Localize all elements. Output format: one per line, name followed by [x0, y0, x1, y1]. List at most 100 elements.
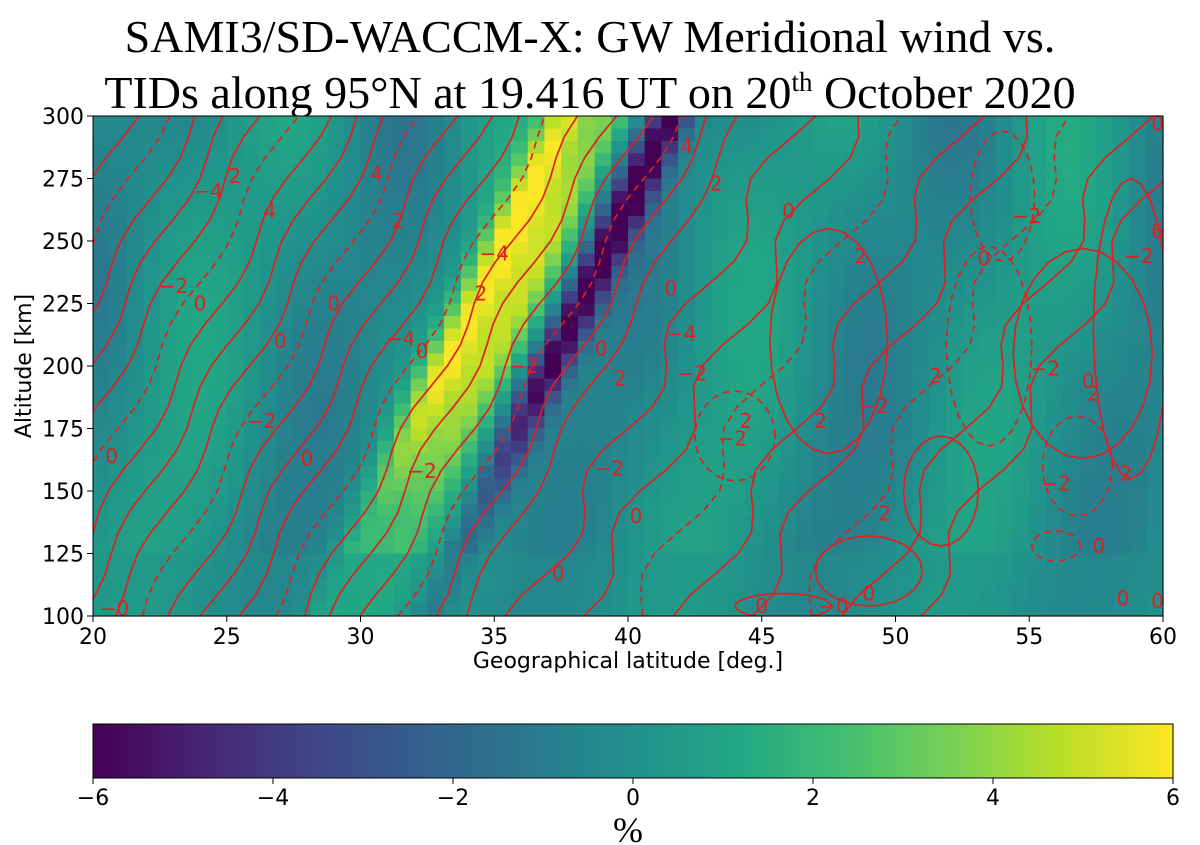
- heatmap-cell: [343, 166, 362, 180]
- heatmap-cell: [678, 403, 696, 417]
- heatmap-cell: [494, 291, 512, 305]
- heatmap-cell: [728, 266, 746, 280]
- heatmap-cell: [711, 603, 729, 617]
- heatmap-cell: [527, 566, 546, 580]
- heatmap-cell: [193, 528, 211, 542]
- heatmap-cell: [862, 491, 880, 505]
- heatmap-cell: [427, 491, 445, 505]
- heatmap-cell: [845, 416, 863, 430]
- heatmap-cell: [979, 316, 997, 330]
- heatmap-cell: [1012, 341, 1030, 355]
- heatmap-cell: [878, 303, 897, 317]
- heatmap-cell: [143, 166, 161, 180]
- heatmap-cell: [862, 478, 880, 492]
- heatmap-cell: [327, 141, 345, 155]
- heatmap-cell: [594, 203, 612, 217]
- heatmap-cell: [1012, 428, 1030, 442]
- heatmap-cell: [176, 191, 194, 205]
- heatmap-cell: [527, 291, 546, 305]
- heatmap-cell: [1045, 341, 1064, 355]
- heatmap-cell: [912, 141, 930, 155]
- heatmap-cell: [577, 603, 596, 617]
- heatmap-cell: [912, 128, 930, 142]
- heatmap-cell: [494, 566, 512, 580]
- contour-label: −2: [247, 409, 276, 433]
- heatmap-cell: [343, 116, 362, 130]
- heatmap-cell: [1112, 378, 1131, 392]
- heatmap-cell: [460, 178, 479, 192]
- heatmap-cell: [745, 153, 763, 167]
- heatmap-cell: [795, 441, 813, 455]
- heatmap-cell: [577, 503, 596, 517]
- heatmap-cell: [895, 153, 913, 167]
- heatmap-cell: [527, 553, 546, 567]
- heatmap-cell: [678, 203, 696, 217]
- heatmap-cell: [226, 366, 245, 380]
- heatmap-cell: [1112, 503, 1131, 517]
- heatmap-cell: [477, 591, 495, 605]
- heatmap-cell: [109, 116, 128, 130]
- heatmap-cell: [795, 453, 813, 467]
- heatmap-cell: [845, 491, 863, 505]
- y-tick-label: 275: [42, 168, 84, 193]
- heatmap-cell: [611, 441, 629, 455]
- heatmap-cell: [778, 228, 796, 242]
- heatmap-cell: [1129, 228, 1147, 242]
- heatmap-cell: [979, 603, 997, 617]
- heatmap-cell: [243, 441, 261, 455]
- heatmap-cell: [1146, 353, 1164, 367]
- heatmap-cell: [527, 466, 546, 480]
- contour-label: 0: [977, 247, 990, 271]
- heatmap-cell: [494, 353, 512, 367]
- heatmap-cell: [795, 241, 813, 255]
- heatmap-cell: [795, 578, 813, 592]
- heatmap-cell: [711, 428, 729, 442]
- heatmap-cell: [778, 491, 796, 505]
- heatmap-cell: [126, 491, 144, 505]
- heatmap-cell: [276, 603, 295, 617]
- heatmap-cell: [561, 328, 579, 342]
- heatmap-cell: [811, 116, 830, 130]
- heatmap-cell: [544, 291, 562, 305]
- heatmap-cell: [226, 528, 245, 542]
- heatmap-cell: [444, 391, 462, 405]
- heatmap-cell: [360, 241, 378, 255]
- heatmap-cell: [310, 303, 328, 317]
- heatmap-cell: [912, 578, 930, 592]
- heatmap-cell: [795, 328, 813, 342]
- heatmap-cell: [778, 453, 796, 467]
- heatmap-cell: [928, 278, 947, 292]
- contour-loop: [1092, 177, 1163, 480]
- heatmap-cell: [962, 278, 980, 292]
- heatmap-cell: [644, 516, 663, 530]
- heatmap-cell: [862, 453, 880, 467]
- heatmap-cell: [393, 328, 412, 342]
- heatmap-cell: [795, 228, 813, 242]
- contour-label: 0: [327, 292, 340, 316]
- heatmap-cell: [377, 403, 395, 417]
- heatmap-cell: [343, 503, 362, 517]
- heatmap-cell: [644, 591, 663, 605]
- heatmap-cell: [928, 353, 947, 367]
- heatmap-cell: [343, 416, 362, 430]
- heatmap-cell: [93, 216, 111, 230]
- heatmap-cell: [143, 253, 161, 267]
- heatmap-cell: [928, 241, 947, 255]
- colorbar-tick-label: 4: [986, 786, 1000, 811]
- heatmap-cell: [1112, 316, 1131, 330]
- heatmap-cell: [226, 503, 245, 517]
- contour-line: [435, 116, 708, 616]
- heatmap-cell: [795, 116, 813, 130]
- heatmap-cell: [1029, 291, 1047, 305]
- heatmap-cell: [544, 578, 562, 592]
- heatmap-cell: [811, 341, 830, 355]
- heatmap-cell: [1045, 116, 1064, 130]
- heatmap-cell: [293, 578, 311, 592]
- heatmap-cell: [327, 341, 345, 355]
- heatmap-cell: [862, 566, 880, 580]
- heatmap-cell: [845, 503, 863, 517]
- heatmap-cell: [276, 441, 295, 455]
- heatmap-cell: [945, 253, 963, 267]
- heatmap-cell: [293, 178, 311, 192]
- heatmap-cell: [811, 491, 830, 505]
